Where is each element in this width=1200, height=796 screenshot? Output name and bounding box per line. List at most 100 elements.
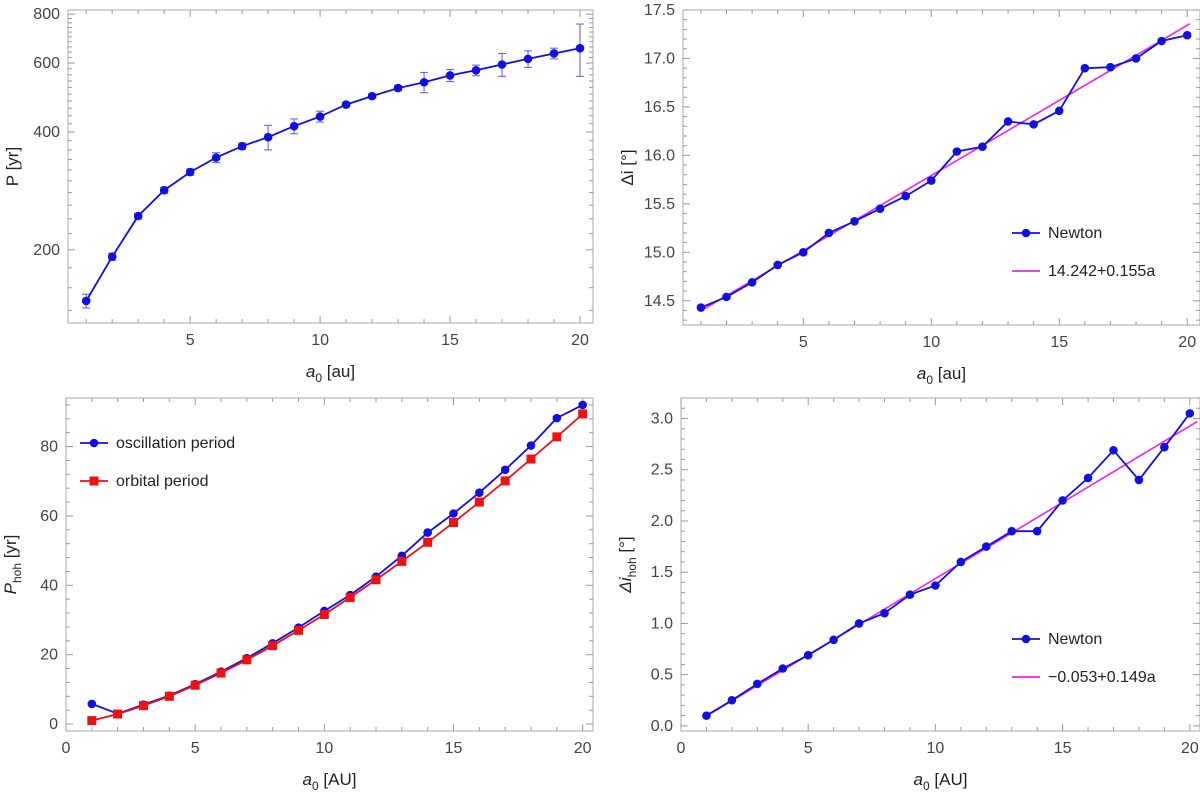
- p1-series-0-point: [107, 252, 117, 262]
- p2-legend-marker: [1021, 228, 1031, 238]
- p3-xlabel: a0 [AU]: [303, 770, 357, 793]
- p2-series-0-point: [773, 260, 782, 270]
- p2-series-0-point: [952, 147, 962, 156]
- p4-ytick-label: 1.0: [651, 615, 673, 632]
- p4-ytick-label: 3.0: [651, 410, 673, 427]
- p3-legend-marker: [89, 438, 99, 448]
- p4-series-0-point: [1083, 473, 1093, 483]
- p4-ytick-label: 0.0: [651, 718, 673, 735]
- p4-series-0-point: [803, 650, 813, 660]
- p1-xtick-label: 20: [571, 332, 589, 349]
- p4-series-0-point: [1134, 475, 1144, 485]
- p3-series-0-point: [423, 528, 432, 537]
- p3-xtick-label: 20: [574, 740, 592, 757]
- p3-series-1-point: [242, 655, 252, 665]
- panel-period-vs-a0: 5 10 15 20 200 400 600 800 a0 [au] P [yr]: [3, 6, 594, 385]
- p3-xlabel-main: a: [303, 770, 312, 789]
- p3-ytick-label: 80: [40, 439, 58, 456]
- p1-xtick-label: 5: [186, 332, 195, 349]
- p4-xlabel-sub: 0: [923, 779, 930, 793]
- p4-frame: [680, 397, 1200, 732]
- p1-series-0-point: [185, 167, 195, 177]
- p2-xtick-label: 10: [922, 334, 940, 351]
- p3-xlabel-rest: [AU]: [319, 770, 357, 789]
- p1-series-0-point: [315, 112, 325, 121]
- p1-ytick-label: 800: [33, 6, 60, 23]
- p3-series-0-point: [526, 441, 536, 450]
- p4-xtick-label: 10: [927, 740, 945, 757]
- p3-ylabel: Phoh [yr]: [1, 535, 24, 595]
- p4-xlabel-rest: [AU]: [930, 770, 968, 789]
- p1-series-0-point: [367, 91, 377, 101]
- p1-ylabel: P [yr]: [3, 147, 22, 186]
- p4-ylabel-rest: [°]: [616, 536, 635, 557]
- p1-xtick-label: 10: [311, 332, 329, 349]
- p4-series-0-point: [956, 557, 966, 567]
- p2-ytick-label: 17.5: [644, 2, 675, 19]
- p1-series-0-point: [133, 211, 143, 221]
- p1-series-0-point: [211, 153, 221, 162]
- p3-series-1-point: [397, 556, 407, 566]
- p1-series-0-point: [471, 66, 481, 75]
- p2-ytick-label: 17.0: [644, 50, 675, 67]
- p4-series-0-point: [854, 619, 864, 628]
- p1-xlabel: a0 [au]: [306, 362, 355, 385]
- p1-series-0-point: [445, 71, 455, 80]
- p2-ylabel: Δi [°]: [618, 149, 637, 185]
- p3-series-1-point: [164, 691, 174, 701]
- p1-series-0-point: [393, 83, 403, 93]
- p4-series-0-point: [1185, 409, 1195, 418]
- p3-series-1-point: [449, 518, 458, 528]
- p3-ytick-label: 40: [40, 577, 58, 594]
- p4-series-0-point: [931, 581, 940, 590]
- p1-series-0-point: [497, 60, 507, 69]
- p2-series-0-point: [798, 248, 808, 257]
- p2-ytick-label: 15.0: [644, 244, 675, 261]
- p4-series-0-point: [981, 542, 991, 551]
- p2-xlabel-main: a: [917, 364, 926, 383]
- p2-series-0-point: [1182, 30, 1192, 40]
- p4-xtick-label: 15: [1054, 740, 1072, 757]
- p3-legend-label: oscillation period: [116, 435, 235, 452]
- p3-xtick-label: 10: [315, 740, 333, 757]
- p2-xlabel-sub: 0: [926, 373, 933, 387]
- p1-xlabel-main: a: [306, 362, 315, 381]
- p1-series-0-point: [575, 43, 585, 53]
- p2-series-0-point: [1106, 62, 1115, 72]
- p1-ylabel-main: P [yr]: [3, 147, 22, 186]
- p1-ytick-label: 400: [33, 124, 60, 141]
- p3-ylabel-rest: [yr]: [1, 535, 20, 563]
- p4-xlabel: a0 [AU]: [914, 770, 968, 793]
- p1-ytick-label: 200: [33, 242, 60, 259]
- p4-xlabel-main: a: [914, 770, 923, 789]
- p4-series-0-point: [905, 590, 915, 600]
- p4-ytick-label: 0.5: [651, 667, 673, 684]
- p2-series-0-point: [926, 176, 936, 185]
- p3-series-1-point: [190, 680, 200, 690]
- p2-series-0-point: [1029, 120, 1038, 129]
- p1-series-0-point: [159, 185, 169, 195]
- p3-series-0-point: [475, 488, 484, 497]
- p2-series-0-point: [696, 303, 706, 312]
- p1-series-0-point: [81, 296, 91, 306]
- p1-xlabel-rest: [au]: [322, 362, 355, 381]
- p2-ytick-label: 16.0: [644, 147, 675, 164]
- p2-ytick-label: 14.5: [644, 293, 675, 310]
- p3-ylabel-sub: hoh: [10, 563, 24, 583]
- p2-legend-label: 14.242+0.155a: [1048, 263, 1155, 280]
- p3-series-1-point: [474, 497, 484, 507]
- p4-ylabel-sub: hoh: [625, 557, 639, 577]
- p4-legend-label: −0.053+0.149a: [1048, 669, 1156, 686]
- p4-series-0-point: [1058, 496, 1067, 505]
- p3-series-1-point: [423, 537, 433, 547]
- p2-series-0-point: [978, 142, 987, 151]
- p4-legend-label: Newton: [1048, 631, 1102, 648]
- p4-ylabel: Δihoh [°]: [616, 536, 639, 593]
- p1-ytick-label: 600: [33, 55, 60, 72]
- p2-series-0-point: [1054, 106, 1064, 116]
- p1-series-0-point: [523, 54, 533, 64]
- p4-series-0-line: [705, 412, 1191, 717]
- p2-series-0-point: [747, 278, 757, 287]
- p3-ytick-label: 0: [49, 716, 58, 733]
- p4-series-0-point: [702, 711, 711, 720]
